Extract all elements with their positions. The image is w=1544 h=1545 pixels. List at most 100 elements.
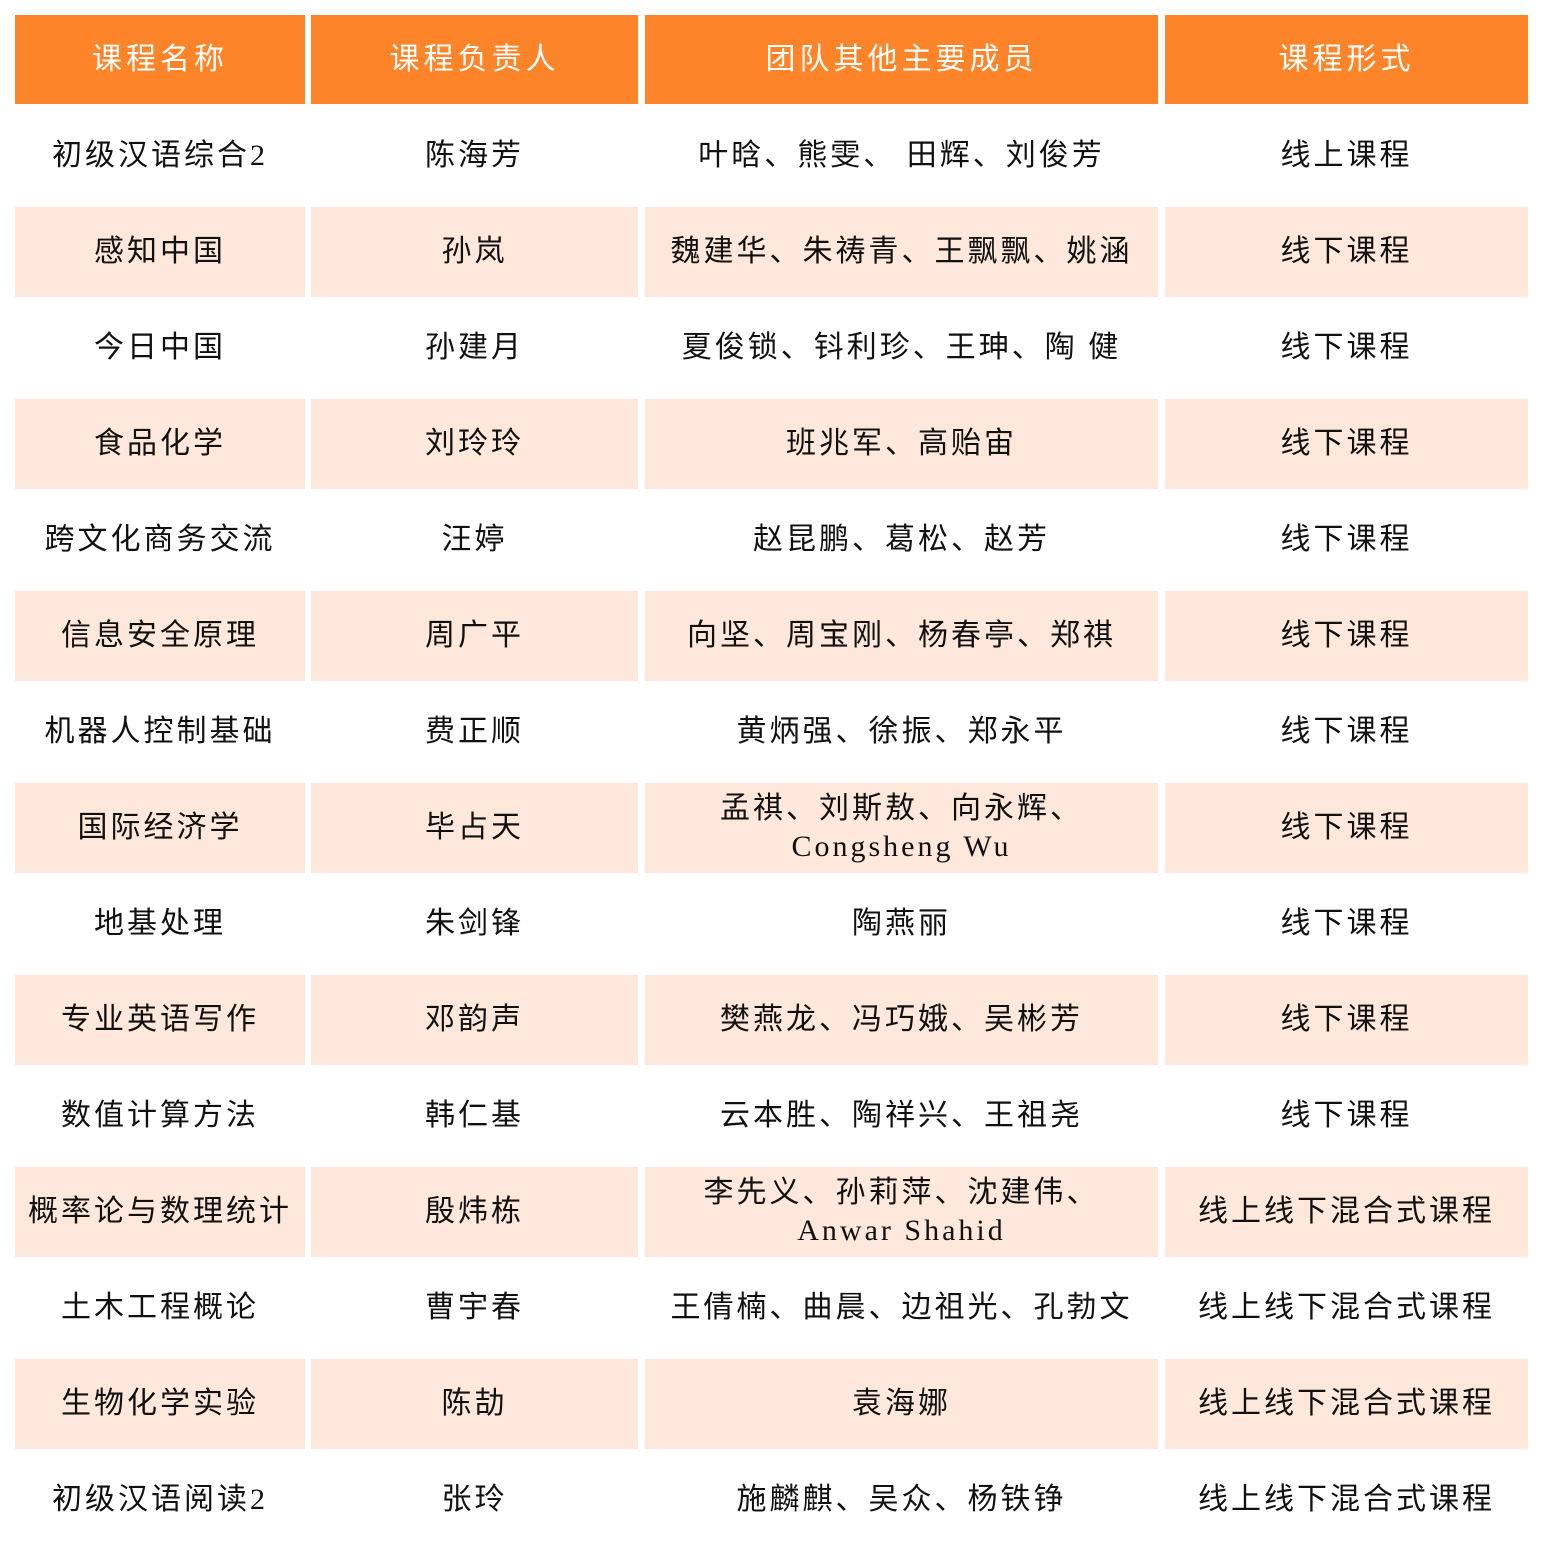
team-members-cell: 王倩楠、曲晨、边祖光、孔勃文 <box>645 1263 1158 1353</box>
course-format-cell: 线下课程 <box>1165 1071 1528 1161</box>
cell-text: 叶晗、熊雯、 田辉、刘俊芳 <box>698 139 1105 172</box>
cell-text: 地基处理 <box>94 907 226 940</box>
cell-text: 袁海娜 <box>852 1387 951 1420</box>
cell-text: 生物化学实验 <box>61 1387 259 1420</box>
cell-text: 专业英语写作 <box>61 1003 259 1036</box>
cell-text: 王倩楠、曲晨、边祖光、孔勃文 <box>670 1291 1133 1324</box>
team-members-cell: 袁海娜 <box>645 1359 1158 1449</box>
course-format-cell: 线下课程 <box>1165 303 1528 393</box>
course-name-cell: 信息安全原理 <box>15 591 305 681</box>
cell-text: 今日中国 <box>94 331 226 364</box>
cell-text: 机器人控制基础 <box>44 715 276 748</box>
cell-text: 初级汉语阅读2 <box>52 1483 268 1516</box>
cell-text: 线上课程 <box>1280 139 1413 172</box>
cell-text: 线下课程 <box>1280 1003 1413 1036</box>
cell-text: 孟祺、刘斯敖、向永辉、 Congsheng Wu <box>720 792 1083 863</box>
course-format-cell: 线下课程 <box>1165 879 1528 969</box>
course-lead-cell: 费正顺 <box>311 687 638 777</box>
course-format-cell: 线上线下混合式课程 <box>1165 1263 1528 1353</box>
cell-text: 线上线下混合式课程 <box>1198 1195 1495 1228</box>
course-format-cell: 线下课程 <box>1165 783 1528 873</box>
cell-text: 陶燕丽 <box>852 907 951 940</box>
course-format-cell: 线上线下混合式课程 <box>1165 1359 1528 1449</box>
course-name-cell: 跨文化商务交流 <box>15 495 305 585</box>
team-members-cell: 施麟麒、吴众、杨铁铮 <box>645 1455 1158 1545</box>
course-lead-cell: 殷炜栋 <box>311 1167 638 1257</box>
course-lead-cell: 陈劼 <box>311 1359 638 1449</box>
course-name-cell: 国际经济学 <box>15 783 305 873</box>
cell-text: 信息安全原理 <box>61 619 259 652</box>
cell-text: 曹宇春 <box>425 1291 524 1324</box>
team-members-cell: 魏建华、朱祷青、王飘飘、姚涵 <box>645 207 1158 297</box>
team-members-cell: 黄炳强、徐振、郑永平 <box>645 687 1158 777</box>
header-team-members: 团队其他主要成员 <box>645 15 1158 104</box>
course-lead-cell: 邓韵声 <box>311 975 638 1065</box>
course-format-cell: 线下课程 <box>1165 687 1528 777</box>
course-lead-cell: 毕占天 <box>311 783 638 873</box>
header-course-name: 课程名称 <box>15 15 305 104</box>
cell-text: 陈劼 <box>441 1387 508 1420</box>
cell-text: 感知中国 <box>94 235 226 268</box>
cell-text: 初级汉语综合2 <box>52 139 268 172</box>
course-format-cell: 线下课程 <box>1165 495 1528 585</box>
cell-text: 毕占天 <box>425 811 524 844</box>
cell-text: 孙建月 <box>425 331 524 364</box>
cell-text: 线下课程 <box>1280 427 1413 460</box>
cell-text: 樊燕龙、冯巧娥、吴彬芳 <box>720 1003 1083 1036</box>
course-format-cell: 线上线下混合式课程 <box>1165 1455 1528 1545</box>
course-lead-cell: 张玲 <box>311 1455 638 1545</box>
course-name-cell: 初级汉语综合2 <box>15 111 305 201</box>
cell-text: 费正顺 <box>425 715 524 748</box>
course-lead-cell: 汪婷 <box>311 495 638 585</box>
course-format-cell: 线下课程 <box>1165 207 1528 297</box>
cell-text: 汪婷 <box>441 523 508 556</box>
cell-text: 李先义、孙莉萍、沈建伟、 Anwar Shahid <box>703 1176 1100 1247</box>
header-course-lead: 课程负责人 <box>311 15 638 104</box>
cell-text: 数值计算方法 <box>61 1099 259 1132</box>
cell-text: 国际经济学 <box>77 811 243 844</box>
cell-text: 张玲 <box>441 1483 508 1516</box>
header-label: 课程形式 <box>1278 42 1415 76</box>
header-label: 课程名称 <box>92 42 228 76</box>
cell-text: 线上线下混合式课程 <box>1198 1387 1495 1420</box>
team-members-cell: 夏俊锁、钭利珍、王珅、陶 健 <box>645 303 1158 393</box>
cell-text: 概率论与数理统计 <box>28 1195 292 1228</box>
course-name-cell: 感知中国 <box>15 207 305 297</box>
cell-text: 向坚、周宝刚、杨春亭、郑祺 <box>687 619 1116 652</box>
cell-text: 邓韵声 <box>425 1003 524 1036</box>
course-name-cell: 今日中国 <box>15 303 305 393</box>
cell-text: 陈海芳 <box>425 139 524 172</box>
team-members-cell: 樊燕龙、冯巧娥、吴彬芳 <box>645 975 1158 1065</box>
course-name-cell: 生物化学实验 <box>15 1359 305 1449</box>
course-lead-cell: 周广平 <box>311 591 638 681</box>
cell-text: 跨文化商务交流 <box>44 523 276 556</box>
course-name-cell: 数值计算方法 <box>15 1071 305 1161</box>
course-name-cell: 机器人控制基础 <box>15 687 305 777</box>
cell-text: 线上线下混合式课程 <box>1198 1483 1495 1516</box>
team-members-cell: 李先义、孙莉萍、沈建伟、 Anwar Shahid <box>645 1167 1158 1257</box>
course-lead-cell: 陈海芳 <box>311 111 638 201</box>
course-lead-cell: 刘玲玲 <box>311 399 638 489</box>
course-name-cell: 专业英语写作 <box>15 975 305 1065</box>
team-members-cell: 陶燕丽 <box>645 879 1158 969</box>
course-name-cell: 初级汉语阅读2 <box>15 1455 305 1545</box>
cell-text: 线下课程 <box>1280 331 1413 364</box>
cell-text: 朱剑锋 <box>425 907 524 940</box>
course-lead-cell: 韩仁基 <box>311 1071 638 1161</box>
header-label: 课程负责人 <box>389 42 560 76</box>
team-members-cell: 叶晗、熊雯、 田辉、刘俊芳 <box>645 111 1158 201</box>
cell-text: 线下课程 <box>1280 619 1413 652</box>
team-members-cell: 班兆军、高贻宙 <box>645 399 1158 489</box>
cell-text: 线下课程 <box>1280 1099 1413 1132</box>
course-format-cell: 线下课程 <box>1165 975 1528 1065</box>
course-format-cell: 线上课程 <box>1165 111 1528 201</box>
course-format-cell: 线下课程 <box>1165 399 1528 489</box>
cell-text: 线下课程 <box>1280 715 1413 748</box>
header-course-format: 课程形式 <box>1165 15 1528 104</box>
course-lead-cell: 朱剑锋 <box>311 879 638 969</box>
course-format-cell: 线下课程 <box>1165 591 1528 681</box>
cell-text: 线下课程 <box>1280 235 1413 268</box>
team-members-cell: 云本胜、陶祥兴、王祖尧 <box>645 1071 1158 1161</box>
cell-text: 食品化学 <box>94 427 226 460</box>
cell-text: 线下课程 <box>1280 811 1413 844</box>
